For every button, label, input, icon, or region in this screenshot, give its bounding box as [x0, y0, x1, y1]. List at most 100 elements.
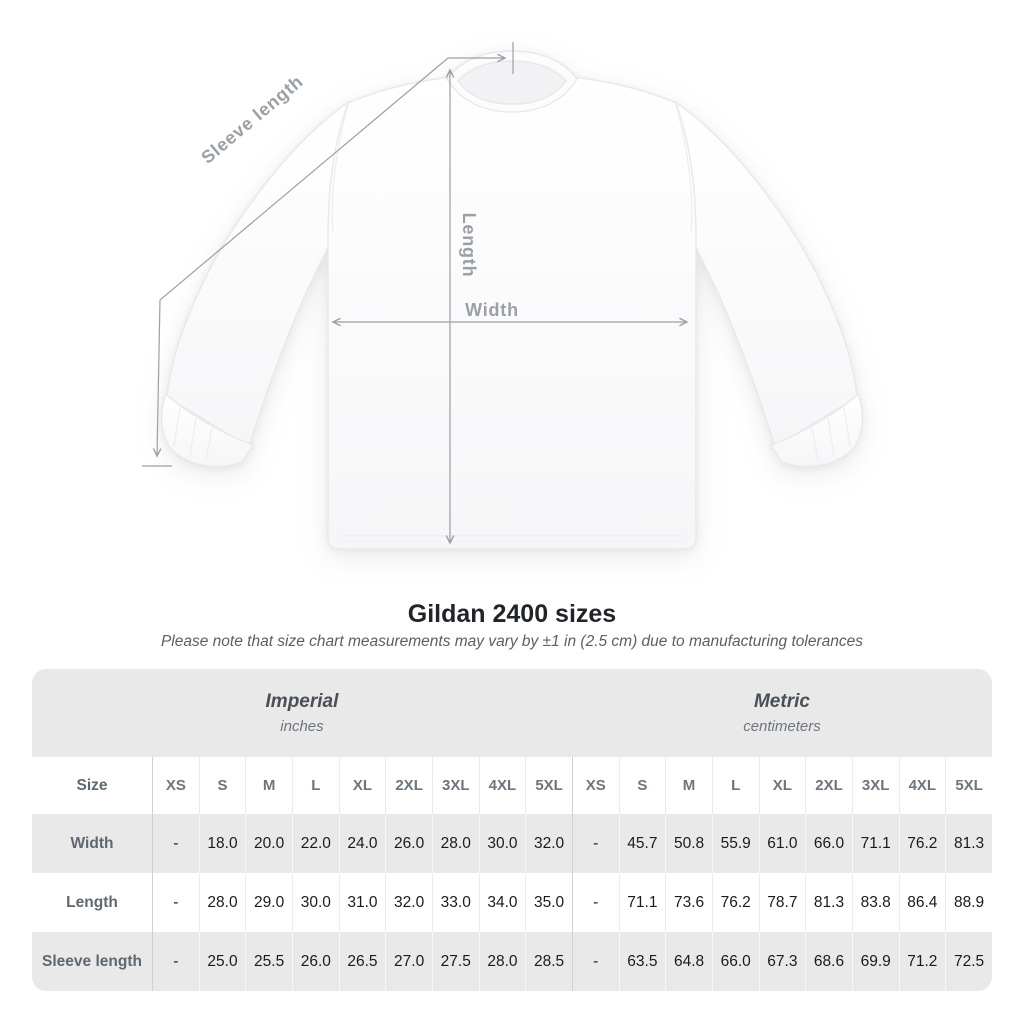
measurement-value: 71.1: [851, 814, 899, 873]
measurement-value: 31.0: [338, 873, 386, 932]
tolerance-note: Please note that size chart measurements…: [160, 633, 864, 650]
long-sleeve-shirt-illustration: [160, 50, 864, 550]
width-dimension-line: Width: [331, 300, 689, 327]
measurement-value: 45.7: [618, 814, 666, 873]
measurement-value: 76.2: [898, 814, 946, 873]
length-label: Length: [459, 213, 479, 278]
measurement-value: 26.0: [385, 814, 432, 873]
metric-unit-header: Metric centimeters: [571, 669, 992, 757]
measurement-value: 50.8: [665, 814, 712, 873]
size-header-metric-4xl: 4XL: [898, 757, 946, 814]
size-header-imperial-l: L: [291, 757, 339, 814]
measurement-value: 32.0: [525, 814, 572, 873]
measurement-value: -: [152, 932, 199, 991]
measurement-value: -: [571, 814, 619, 873]
page-title: Gildan 2400 sizes: [407, 600, 617, 628]
size-header-imperial-2xl: 2XL: [385, 757, 432, 814]
measurement-value: 66.0: [805, 814, 852, 873]
size-header-metric-2xl: 2XL: [805, 757, 852, 814]
size-header-metric-s: S: [618, 757, 666, 814]
left-cuff: [160, 393, 254, 468]
seam-lines: [173, 104, 851, 537]
measurement-value: 55.9: [711, 814, 759, 873]
unit-group-subtitle: inches: [280, 718, 324, 735]
left-sleeve: [166, 100, 351, 448]
size-chart-table: Imperial inches Metric centimeters Size XS S M L…: [32, 669, 992, 991]
size-header-metric-5xl: 5XL: [945, 757, 992, 814]
measurement-value: 28.0: [478, 932, 526, 991]
size-header-row: Size XS S M L XL 2XL 3XL 4XL 5XL XS S M L XL 2XL 3XL 4XL 5…: [32, 757, 992, 814]
size-header-imperial-s: S: [198, 757, 246, 814]
size-header-imperial-m: M: [245, 757, 292, 814]
measurement-value: 69.9: [851, 932, 899, 991]
unit-header-row: Imperial inches Metric centimeters: [32, 669, 992, 757]
measurement-value: 73.6: [665, 873, 712, 932]
measurement-value: 83.8: [851, 873, 899, 932]
measurement-value: 76.2: [711, 873, 759, 932]
measurement-value: -: [152, 873, 199, 932]
measurement-value: 30.0: [478, 814, 526, 873]
measurement-value: 25.0: [198, 932, 246, 991]
row-label: Width: [32, 814, 152, 873]
measurement-value: 30.0: [291, 873, 339, 932]
measurement-value: 61.0: [758, 814, 806, 873]
measurement-row-sleeve-length: Sleeve length -25.0 25.5 26.0 26.5 27.0 27.5 28…: [32, 932, 992, 991]
measurement-value: 71.2: [898, 932, 946, 991]
measurement-value: 86.4: [898, 873, 946, 932]
size-chart: Imperial inches Metric centimeters Size XS S M L…: [32, 669, 992, 991]
measurement-value: 25.5: [245, 932, 292, 991]
measurement-value: 66.0: [711, 932, 759, 991]
size-header-imperial-xs: XS: [152, 757, 199, 814]
unit-group-name: Imperial: [265, 691, 339, 712]
size-header-metric-3xl: 3XL: [851, 757, 899, 814]
measurement-value: 33.0: [431, 873, 479, 932]
measurement-value: 28.5: [525, 932, 572, 991]
measurement-row-length: Length -28.0 29.0 30.0 31.0 32.0 33.0 34.0 35.0-…: [32, 873, 992, 932]
measurement-value: 63.5: [618, 932, 666, 991]
right-cuff: [770, 393, 864, 468]
unit-group-subtitle: centimeters: [743, 718, 821, 735]
measurement-value: 27.5: [431, 932, 479, 991]
row-label: Length: [32, 873, 152, 932]
measurement-value: 64.8: [665, 932, 712, 991]
measurement-value: 34.0: [478, 873, 526, 932]
measurement-value: 28.0: [431, 814, 479, 873]
size-header-metric-xs: XS: [571, 757, 619, 814]
measurement-value: 67.3: [758, 932, 806, 991]
size-header-metric-l: L: [711, 757, 759, 814]
measurement-value: 71.1: [618, 873, 666, 932]
measurement-value: 20.0: [245, 814, 292, 873]
unit-group-name: Metric: [753, 691, 810, 712]
measurement-value: 72.5: [945, 932, 992, 991]
row-label: Sleeve length: [32, 932, 152, 991]
measurement-value: 26.0: [291, 932, 339, 991]
measurement-value: 32.0: [385, 873, 432, 932]
right-sleeve: [673, 100, 858, 448]
measurement-value: 28.0: [198, 873, 246, 932]
measurement-value: 35.0: [525, 873, 572, 932]
size-header-imperial-5xl: 5XL: [525, 757, 572, 814]
size-header-imperial-3xl: 3XL: [431, 757, 479, 814]
measurement-value: 27.0: [385, 932, 432, 991]
measurement-value: 22.0: [291, 814, 339, 873]
size-column-label: Size: [32, 757, 152, 814]
size-header-imperial-4xl: 4XL: [478, 757, 526, 814]
measurement-value: -: [571, 873, 619, 932]
size-header-metric-xl: XL: [758, 757, 806, 814]
measurement-value: 81.3: [945, 814, 992, 873]
size-header-imperial-xl: XL: [338, 757, 386, 814]
measurement-value: 24.0: [338, 814, 386, 873]
measurement-value: 29.0: [245, 873, 292, 932]
shirt-measurement-diagram: Sleeve length Length Width: [142, 42, 864, 550]
measurement-value: 81.3: [805, 873, 852, 932]
measurement-value: -: [152, 814, 199, 873]
measurement-value: -: [571, 932, 619, 991]
measurement-value: 78.7: [758, 873, 806, 932]
collar-opening: [457, 60, 567, 105]
imperial-unit-header: Imperial inches: [32, 669, 572, 757]
measurement-value: 26.5: [338, 932, 386, 991]
measurement-value: 88.9: [945, 873, 992, 932]
measurement-value: 68.6: [805, 932, 852, 991]
length-dimension-line: Length: [445, 68, 479, 545]
